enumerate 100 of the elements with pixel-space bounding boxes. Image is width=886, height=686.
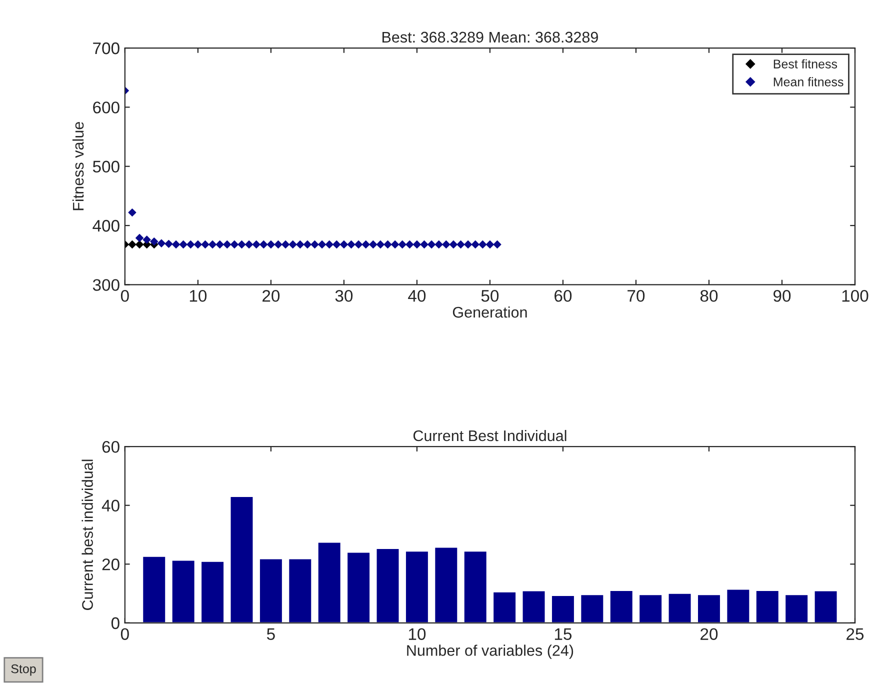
- point: [172, 240, 180, 248]
- point: [449, 240, 458, 248]
- bar: [229, 496, 254, 623]
- bar: [580, 594, 605, 623]
- point: [142, 236, 151, 244]
- x-axis-title: Generation: [452, 306, 527, 318]
- x-tick-label: 90: [773, 290, 791, 302]
- x-tick-label: 0: [120, 290, 129, 302]
- point: [194, 240, 202, 248]
- point: [428, 240, 436, 248]
- y-tick-label: 60: [102, 440, 120, 453]
- bar: [726, 588, 751, 623]
- bar: [521, 590, 546, 623]
- bar: [696, 594, 722, 623]
- chart-title: Best: 368.3289 Mean: 368.3289: [382, 32, 598, 43]
- bar: [200, 560, 225, 623]
- point: [471, 240, 480, 248]
- y-axis-title: Fitness value: [72, 122, 84, 210]
- point: [354, 240, 363, 248]
- x-tick-label: 25: [846, 628, 864, 640]
- point: [362, 240, 370, 248]
- point: [340, 240, 348, 248]
- point: [420, 240, 428, 248]
- text: Stop: [11, 664, 36, 676]
- y-tick-label: 700: [93, 42, 120, 54]
- x-tick-label: 70: [628, 290, 645, 302]
- point: [412, 240, 421, 248]
- bar: [550, 594, 576, 623]
- chart-title: Current Best Individual: [413, 430, 566, 442]
- bar: [346, 551, 371, 623]
- point: [128, 240, 136, 248]
- point: [310, 240, 319, 248]
- point: [245, 240, 254, 248]
- point: [136, 234, 144, 242]
- y-tick-label: 20: [102, 558, 120, 570]
- bar: [492, 591, 517, 623]
- legend-label: Mean fitness: [774, 77, 844, 86]
- y-tick-label: 40: [102, 500, 120, 512]
- point: [318, 240, 326, 248]
- point: [230, 240, 238, 248]
- point: [274, 240, 282, 248]
- point: [157, 239, 166, 248]
- point: [369, 240, 378, 248]
- point: [186, 240, 195, 248]
- x-tick-label: 5: [266, 628, 275, 640]
- y-tick-label: 300: [92, 279, 120, 291]
- x-tick-label: 100: [842, 290, 868, 302]
- point: [456, 240, 465, 248]
- bar: [608, 590, 634, 623]
- point: [288, 240, 297, 248]
- bar: [638, 594, 663, 623]
- point: [252, 240, 260, 248]
- x-tick-label: 80: [700, 290, 718, 302]
- bar: [434, 546, 459, 623]
- x-axis-title: Number of variables (24): [407, 644, 574, 659]
- point: [208, 240, 217, 248]
- point: [216, 240, 224, 248]
- point: [376, 240, 384, 248]
- point: [282, 240, 290, 248]
- point: [325, 240, 334, 248]
- legend-label: Best fitness: [774, 59, 838, 68]
- bar: [667, 592, 692, 623]
- bar: [142, 555, 167, 623]
- bar: [404, 550, 430, 623]
- point: [179, 240, 188, 248]
- y-axis-title: Current best individual: [82, 460, 93, 610]
- point: [303, 240, 312, 248]
- x-tick-label: 60: [554, 290, 572, 302]
- bar: [462, 550, 488, 623]
- point: [398, 240, 406, 248]
- y-tick-label: 600: [93, 102, 120, 114]
- bar: [258, 558, 284, 623]
- point: [150, 237, 158, 246]
- x-tick-label: 20: [700, 628, 718, 640]
- bar: [170, 559, 196, 623]
- x-tick-label: 30: [335, 290, 353, 302]
- bar: [316, 541, 342, 623]
- point: [391, 240, 400, 248]
- point: [464, 240, 472, 248]
- y-tick-label: 0: [111, 617, 120, 630]
- point: [201, 240, 210, 248]
- y-tick-label: 500: [92, 160, 120, 173]
- x-tick-label: 50: [481, 290, 499, 302]
- point: [347, 240, 356, 248]
- point: [128, 208, 136, 217]
- x-tick-label: 10: [190, 290, 207, 302]
- x-tick-label: 10: [408, 628, 426, 640]
- x-tick-label: 15: [554, 628, 572, 640]
- bar: [288, 558, 313, 623]
- x-tick-label: 0: [120, 628, 129, 640]
- point: [223, 240, 232, 248]
- point: [434, 240, 443, 248]
- x-tick-label: 20: [262, 290, 280, 302]
- point: [486, 240, 494, 248]
- point: [493, 240, 502, 248]
- bar: [375, 548, 400, 623]
- bar: [755, 590, 780, 623]
- point: [260, 240, 268, 248]
- point: [136, 240, 144, 248]
- point: [442, 240, 450, 248]
